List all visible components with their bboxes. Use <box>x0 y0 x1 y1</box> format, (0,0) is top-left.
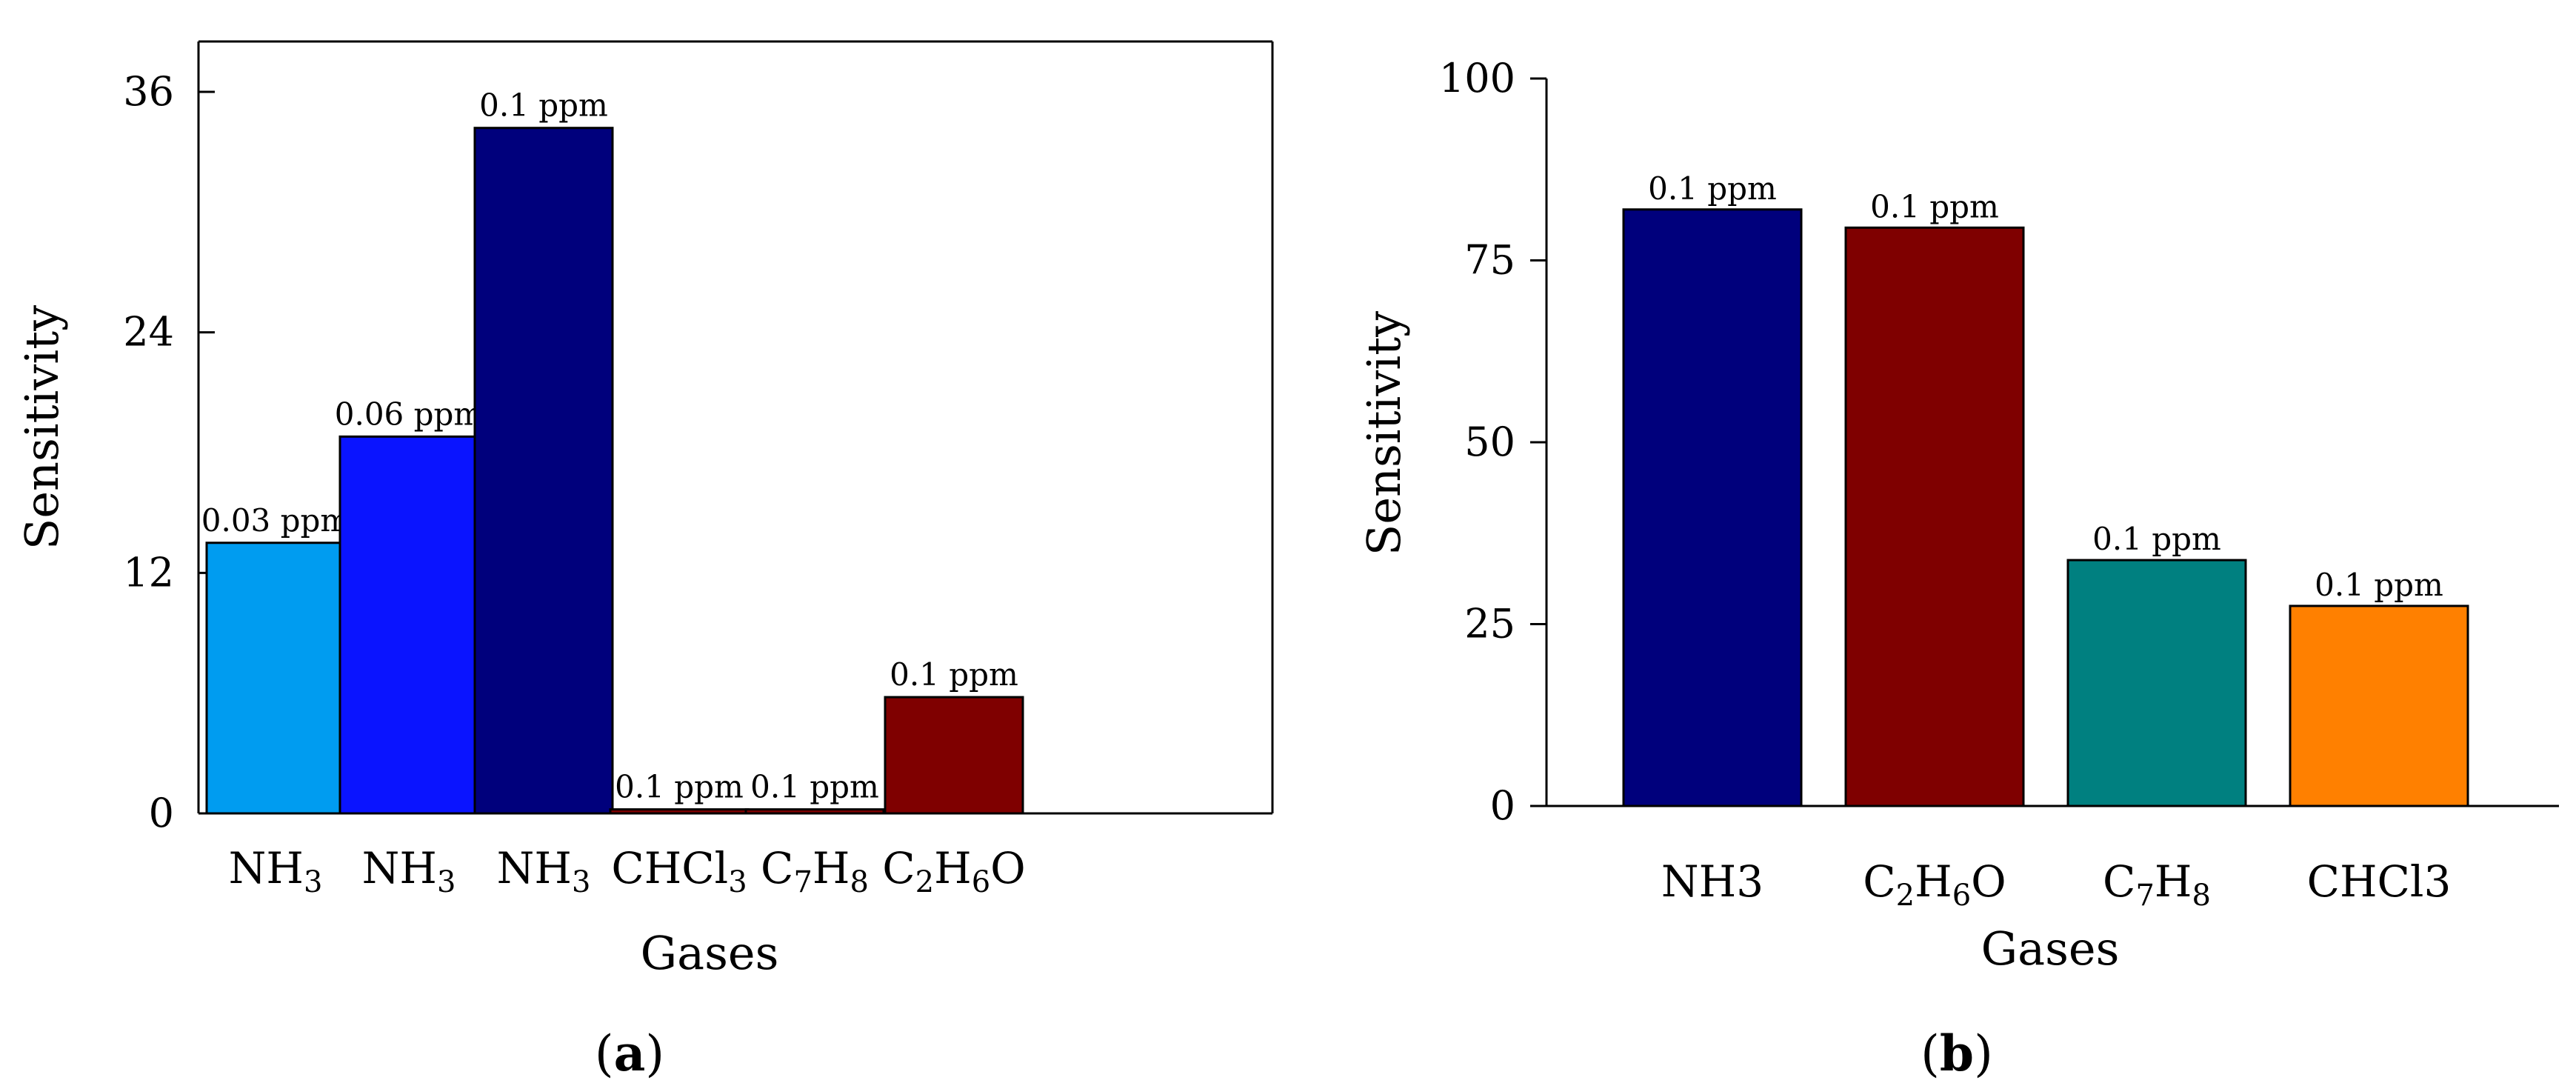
x-tick-label: NH3 <box>1661 856 1764 907</box>
y-tick-label: 0 <box>149 790 174 836</box>
y-tick-label: 24 <box>123 309 174 356</box>
x-tick-label: NH3 <box>229 843 323 899</box>
y-tick-label: 50 <box>1464 419 1515 465</box>
chart-a-y-ticks: 0 12 24 36 <box>123 68 215 836</box>
x-tick-label: NH3 <box>362 843 456 899</box>
bar <box>609 808 750 815</box>
bar <box>744 808 885 815</box>
bar-data-label: 0.1 ppm <box>750 769 879 805</box>
chart-a-x-tick-labels: NH3 NH3 NH3 CHCl3 C7H8 C2H6O <box>229 843 1026 899</box>
x-tick-label: C2H6O <box>1863 856 2006 913</box>
bar-data-label: 0.1 ppm <box>2092 521 2221 557</box>
bar-data-label: 0.1 ppm <box>1870 188 1999 224</box>
bar-data-label: 0.03 ppm <box>201 502 350 539</box>
x-tick-label: CHCl3 <box>2307 856 2452 907</box>
y-tick-label: 0 <box>1490 782 1515 829</box>
bar <box>1622 208 1803 807</box>
x-tick-label: CHCl3 <box>611 843 747 899</box>
y-tick-label: 36 <box>123 68 174 115</box>
y-tick-label: 25 <box>1464 601 1515 647</box>
chart-b-y-label: Sensitivity <box>1357 311 1411 556</box>
bar-data-label: 0.1 ppm <box>890 656 1018 693</box>
x-tick-label: NH3 <box>497 843 591 899</box>
bar <box>338 435 479 815</box>
bar <box>884 696 1024 815</box>
bar-data-label: 0.1 ppm <box>1648 170 1777 207</box>
chart-b-y-ticks: 0 25 50 75 100 <box>1439 55 1546 829</box>
x-tick-label: C2H6O <box>882 843 1025 899</box>
bar <box>205 542 346 815</box>
bar-data-label: 0.1 ppm <box>615 769 744 805</box>
chart-b-caption: (b) <box>1921 1025 1993 1082</box>
chart-a-y-label: Sensitivity <box>15 305 69 550</box>
chart-a-x-label: Gases <box>641 926 779 980</box>
bar <box>2066 559 2247 807</box>
bar <box>473 127 614 815</box>
y-tick-label: 75 <box>1464 237 1515 284</box>
x-tick-label: C7H8 <box>761 843 869 899</box>
chart-a-caption: (a) <box>595 1025 664 1082</box>
bar <box>1844 226 2025 807</box>
bar-data-label: 0.1 ppm <box>479 87 608 124</box>
bar-data-label: 0.06 ppm <box>335 396 483 432</box>
chart-b-x-label: Gases <box>1981 922 2120 976</box>
chart-b-bars: 0.1 ppm 0.1 ppm 0.1 ppm 0.1 ppm <box>1622 170 2469 807</box>
chart-b-x-tick-labels: NH3 C2H6O C7H8 CHCl3 <box>1661 856 2452 913</box>
y-tick-label: 100 <box>1439 55 1515 101</box>
y-tick-label: 12 <box>123 549 174 596</box>
bar-data-label: 0.1 ppm <box>2315 567 2443 603</box>
x-tick-label: C7H8 <box>2103 856 2211 913</box>
bar <box>2289 604 2469 807</box>
